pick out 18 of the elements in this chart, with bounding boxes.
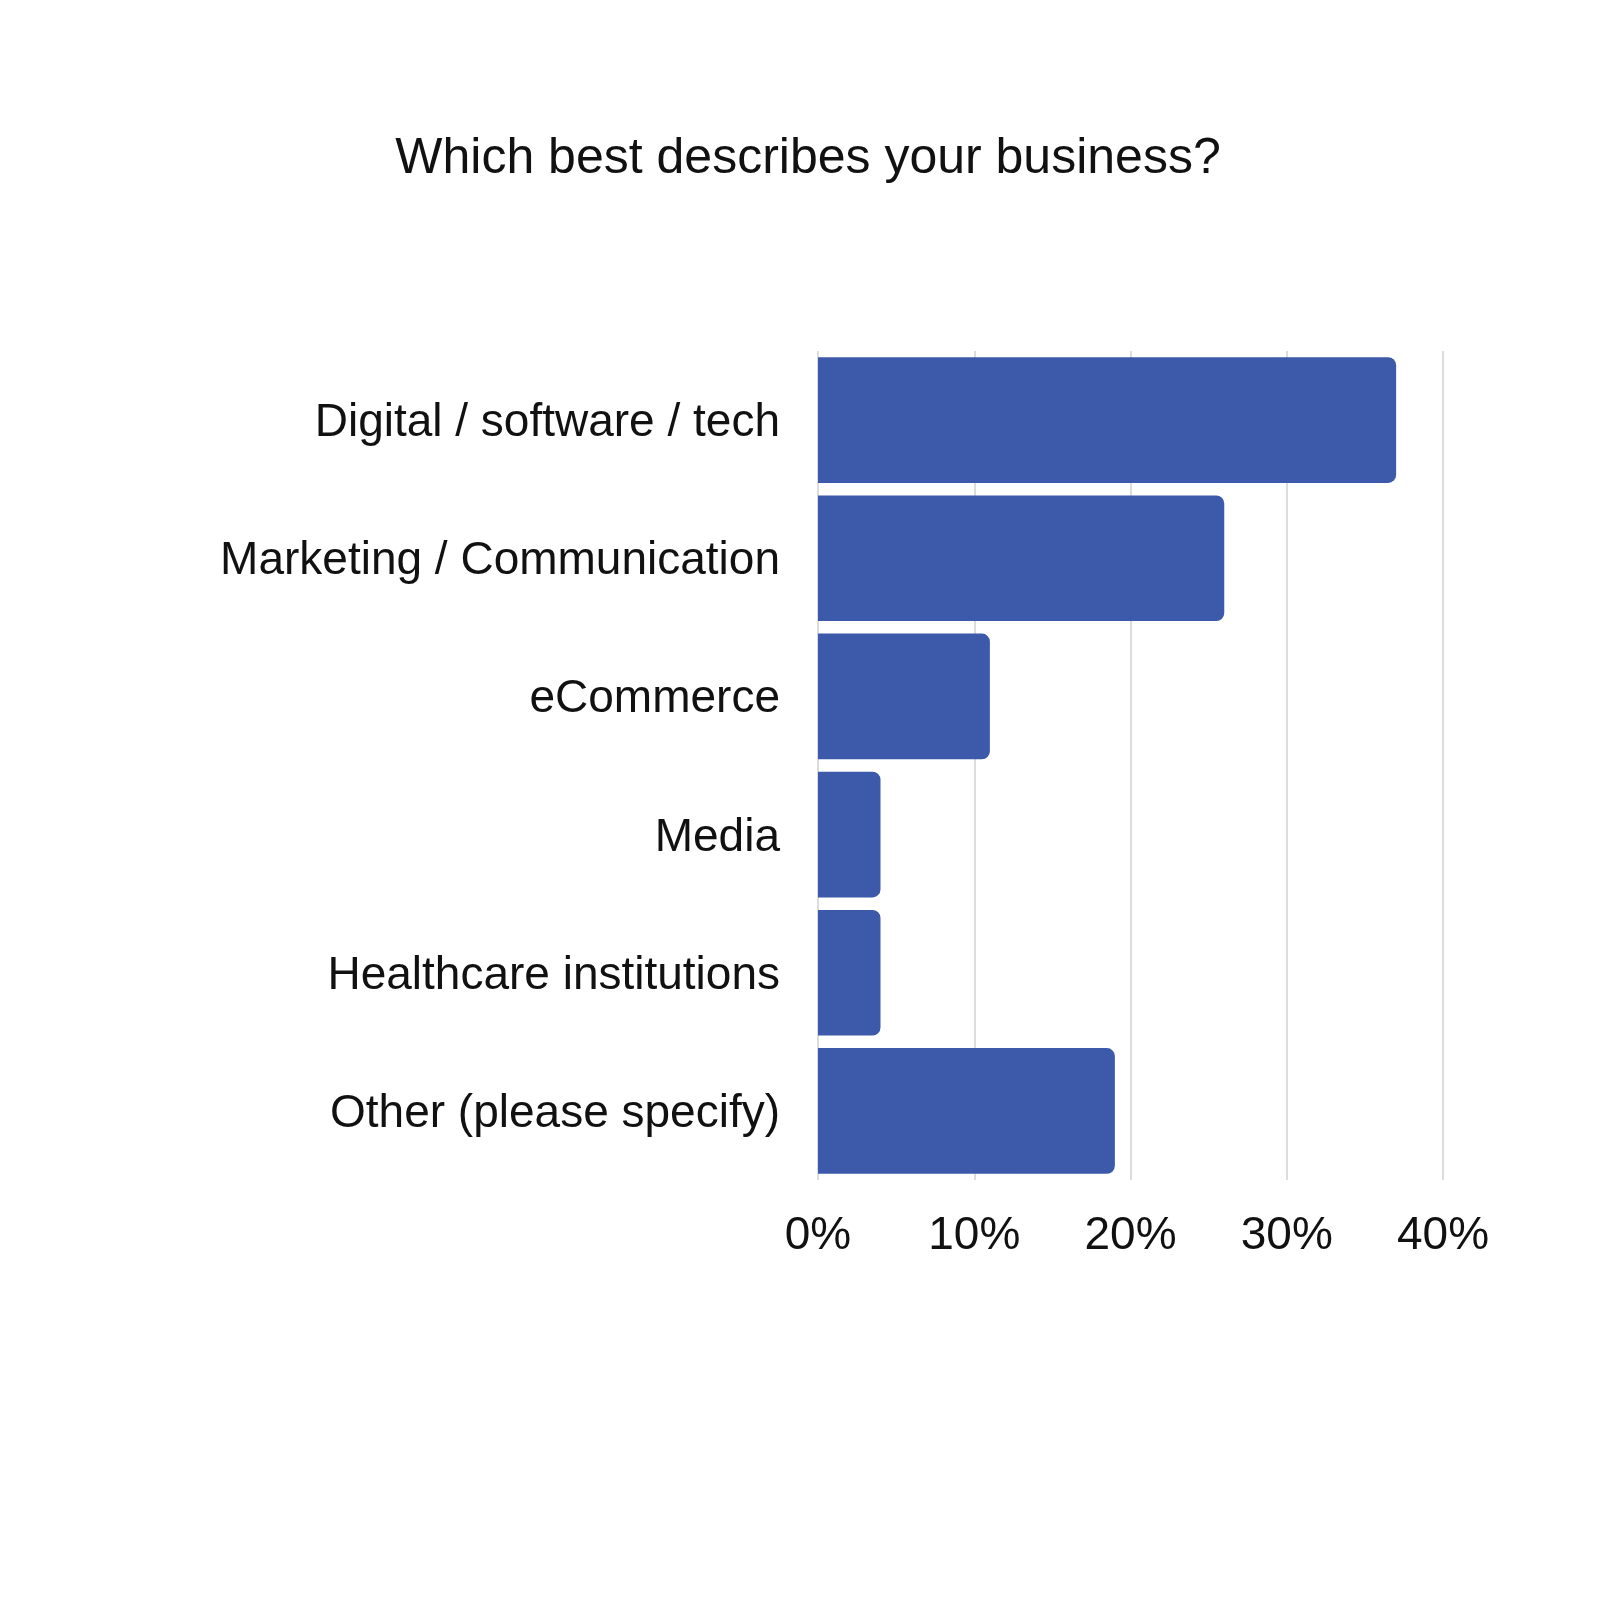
y-tick-label: eCommerce (529, 670, 780, 723)
x-tick-label: 30% (1240, 1207, 1333, 1259)
bar (818, 357, 1397, 483)
y-tick-label: Other (please specify) (330, 1084, 780, 1137)
x-tick-label: 0% (784, 1207, 852, 1259)
bar (818, 771, 881, 898)
bar (818, 1048, 1115, 1174)
x-tick-label: 20% (1084, 1207, 1177, 1259)
chart-title: Which best describes your business? (395, 128, 1221, 184)
bar (818, 633, 990, 760)
x-tick-label: 10% (928, 1207, 1021, 1259)
y-tick-label: Marketing / Communication (220, 532, 780, 585)
bar (818, 495, 1225, 622)
y-tick-label: Digital / software / tech (314, 394, 780, 447)
bar (818, 909, 881, 1036)
y-tick-label: Media (654, 808, 781, 861)
y-tick-label: Healthcare institutions (327, 946, 780, 999)
x-tick-label: 40% (1396, 1207, 1490, 1259)
